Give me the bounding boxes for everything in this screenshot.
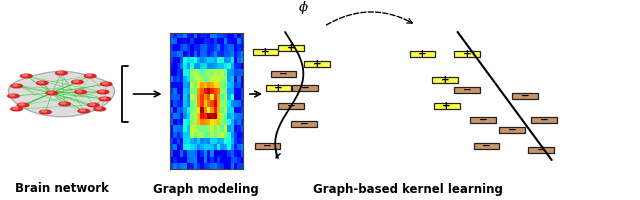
Text: −: −	[263, 141, 272, 151]
Circle shape	[59, 102, 70, 106]
Circle shape	[80, 110, 85, 111]
Circle shape	[46, 91, 58, 95]
Text: +: +	[261, 47, 270, 57]
Circle shape	[88, 103, 99, 107]
Circle shape	[102, 83, 108, 84]
FancyBboxPatch shape	[292, 85, 318, 91]
Circle shape	[10, 95, 15, 96]
Circle shape	[77, 91, 82, 92]
FancyBboxPatch shape	[454, 51, 480, 57]
Circle shape	[42, 111, 47, 112]
Text: +: +	[312, 59, 321, 69]
Circle shape	[75, 90, 86, 94]
Circle shape	[20, 74, 32, 78]
Text: −: −	[482, 141, 491, 151]
Text: −: −	[520, 91, 529, 101]
Circle shape	[13, 85, 18, 86]
Text: −: −	[463, 85, 472, 95]
Circle shape	[78, 109, 90, 113]
FancyBboxPatch shape	[512, 93, 538, 99]
FancyBboxPatch shape	[410, 51, 435, 57]
Circle shape	[96, 108, 101, 109]
Text: −: −	[536, 145, 545, 155]
FancyBboxPatch shape	[255, 143, 280, 149]
Text: ϕ: ϕ	[299, 1, 308, 15]
FancyBboxPatch shape	[470, 117, 496, 123]
Circle shape	[40, 110, 51, 114]
Text: −: −	[479, 115, 488, 125]
Polygon shape	[8, 71, 115, 117]
Circle shape	[17, 103, 29, 107]
Circle shape	[38, 82, 44, 83]
Text: +: +	[418, 49, 427, 59]
FancyBboxPatch shape	[278, 103, 304, 109]
Text: +: +	[274, 83, 283, 93]
Text: −: −	[287, 101, 296, 111]
Text: −: −	[540, 115, 548, 125]
FancyBboxPatch shape	[531, 117, 557, 123]
Text: −: −	[301, 83, 310, 93]
Circle shape	[48, 92, 53, 93]
Circle shape	[99, 91, 104, 92]
Circle shape	[19, 104, 24, 105]
Circle shape	[56, 71, 67, 75]
Circle shape	[101, 98, 106, 99]
FancyBboxPatch shape	[434, 103, 460, 109]
FancyBboxPatch shape	[271, 71, 296, 77]
Text: +: +	[287, 43, 296, 53]
Circle shape	[90, 104, 95, 105]
FancyBboxPatch shape	[454, 87, 480, 93]
FancyBboxPatch shape	[278, 45, 304, 51]
FancyBboxPatch shape	[304, 61, 330, 67]
Text: Graph modeling: Graph modeling	[153, 182, 259, 196]
Text: +: +	[440, 75, 449, 85]
Text: Brain network: Brain network	[15, 182, 109, 196]
Circle shape	[74, 81, 79, 82]
FancyBboxPatch shape	[499, 127, 525, 133]
Circle shape	[99, 97, 111, 101]
FancyBboxPatch shape	[432, 77, 458, 83]
FancyBboxPatch shape	[528, 147, 554, 153]
Circle shape	[13, 108, 18, 109]
Circle shape	[61, 103, 66, 104]
FancyBboxPatch shape	[253, 49, 278, 55]
Circle shape	[22, 75, 28, 76]
Circle shape	[8, 94, 19, 98]
FancyBboxPatch shape	[266, 85, 291, 91]
Circle shape	[11, 84, 22, 88]
Circle shape	[58, 72, 63, 73]
Text: +: +	[463, 49, 472, 59]
Circle shape	[72, 80, 83, 84]
FancyBboxPatch shape	[291, 121, 317, 127]
Circle shape	[94, 107, 106, 111]
Text: −: −	[279, 69, 288, 79]
Text: Graph-based kernel learning: Graph-based kernel learning	[314, 182, 503, 196]
Text: −: −	[508, 125, 516, 135]
Circle shape	[97, 90, 109, 94]
Circle shape	[84, 74, 96, 78]
Text: −: −	[300, 119, 308, 129]
Circle shape	[36, 81, 48, 85]
Circle shape	[11, 107, 22, 111]
FancyBboxPatch shape	[474, 143, 499, 149]
Circle shape	[100, 82, 112, 86]
Text: +: +	[442, 101, 451, 111]
Circle shape	[86, 75, 92, 76]
